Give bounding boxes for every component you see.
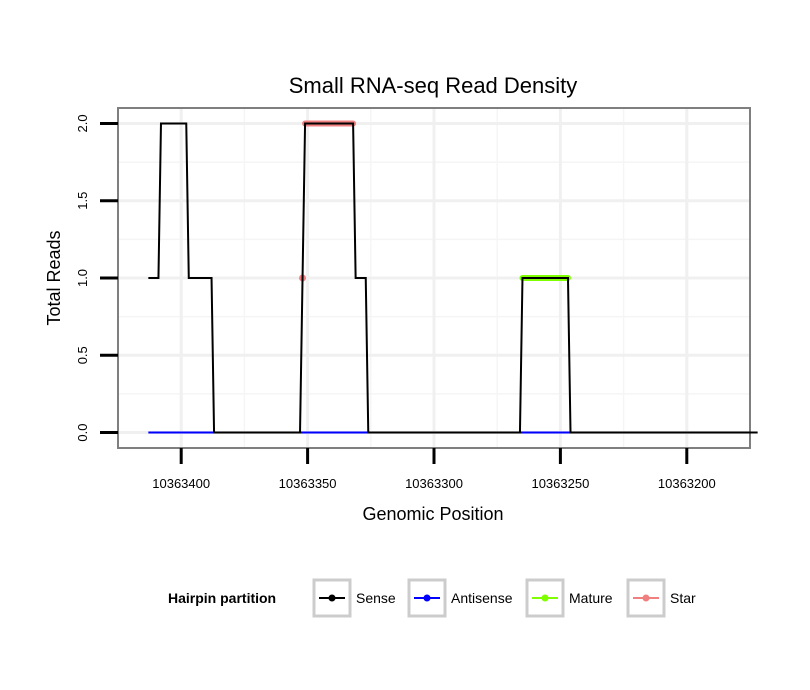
series-layer [148,120,758,434]
y-tick-label-3: 1.5 [75,192,90,210]
legend-title: Hairpin partition [168,590,276,606]
legend-key-point-star [642,594,650,602]
x-tick-label-2: 10363300 [405,476,463,491]
x-tick-label-3: 10363250 [531,476,589,491]
legend-label-star: Star [670,590,696,606]
x-tick-label-0: 10363400 [152,476,210,491]
chart-title: Small RNA-seq Read Density [289,73,578,98]
y-tick-label-4: 2.0 [75,114,90,132]
legend-label-sense: Sense [356,590,396,606]
legend-key-point-antisense [423,594,431,602]
legend-key-point-sense [328,594,336,602]
x-tick-label-1: 10363350 [279,476,337,491]
legend: Hairpin partition Sense Antisense Mature St… [168,578,696,618]
legend-label-mature: Mature [569,590,613,606]
series-sense-line [148,122,758,434]
y-tick-label-1: 0.5 [75,346,90,364]
y-axis-title: Total Reads [44,230,64,325]
x-tick-label-4: 10363200 [658,476,716,491]
legend-key-point-mature [541,594,549,602]
x-axis-title: Genomic Position [362,504,503,524]
y-tick-label-2: 1.0 [75,269,90,287]
y-tick-label-0: 0.0 [75,424,90,442]
y-axis: 0.0 0.5 1.0 1.5 2.0 [75,114,118,442]
x-axis: 10363400 10363350 10363300 10363250 10363200 [152,448,716,491]
legend-label-antisense: Antisense [451,590,513,606]
